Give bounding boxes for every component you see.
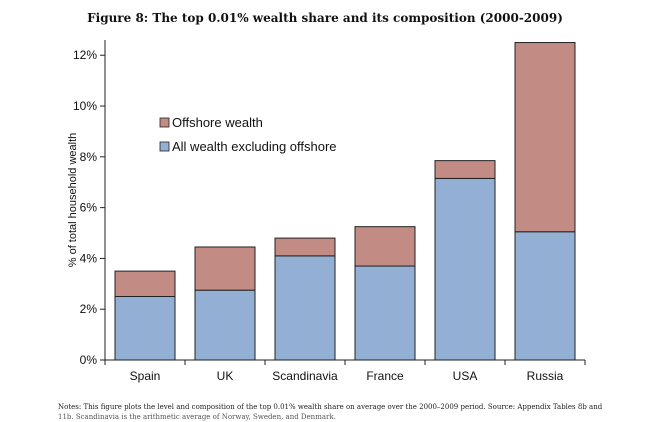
x-tick-label: Spain <box>130 369 161 383</box>
y-tick-label: 4% <box>80 251 98 265</box>
legend-swatch-excluding-offshore <box>159 141 170 152</box>
y-tick-label: 0% <box>80 353 98 367</box>
bar-segment-offshore <box>514 42 576 233</box>
bar-segment-excluding-offshore <box>274 255 336 361</box>
y-tick-label: 12% <box>73 48 97 62</box>
chart-axes: 0% 2% 4% 6% 8% 10% 12% % of total household wea… <box>67 40 586 383</box>
figure-title: Figure 8: The top 0.01% wealth share and… <box>87 11 563 25</box>
bar-segment-excluding-offshore <box>514 231 576 361</box>
legend-label-excluding-offshore: All wealth excluding offshore <box>172 139 337 154</box>
bar-segment-excluding-offshore <box>114 296 176 361</box>
y-tick-label: 2% <box>80 302 98 316</box>
bar-segment-excluding-offshore <box>434 177 496 361</box>
figure-notes: Notes: This figure plots the level and c… <box>58 402 648 422</box>
legend-label-offshore: Offshore wealth <box>172 115 263 130</box>
chart-legend: Offshore wealth All wealth excluding offs… <box>159 115 337 154</box>
bar-segment-excluding-offshore <box>354 265 416 361</box>
chart-bars <box>114 42 576 361</box>
legend-swatch-offshore <box>159 117 170 128</box>
y-tick-label: 6% <box>80 201 98 215</box>
y-tick-label: 8% <box>80 150 98 164</box>
bar-segment-offshore <box>434 160 496 179</box>
x-tick-label: France <box>366 369 404 383</box>
x-tick-label: USA <box>453 369 478 383</box>
notes-line-2: 11b. Scandinavia is the arithmetic avera… <box>58 413 336 421</box>
bar-segment-offshore <box>354 226 416 267</box>
notes-line-1: Notes: This figure plots the level and c… <box>58 403 603 411</box>
x-tick-label: Russia <box>527 369 564 383</box>
y-axis-title: % of total household wealth <box>67 133 79 268</box>
bar-segment-offshore <box>194 246 256 291</box>
x-tick-label: UK <box>217 369 234 383</box>
bar-segment-excluding-offshore <box>194 289 256 361</box>
bar-segment-offshore <box>114 270 176 298</box>
bar-segment-offshore <box>274 237 336 257</box>
x-tick-label: Scandinavia <box>272 369 338 383</box>
y-tick-label: 10% <box>73 99 97 113</box>
